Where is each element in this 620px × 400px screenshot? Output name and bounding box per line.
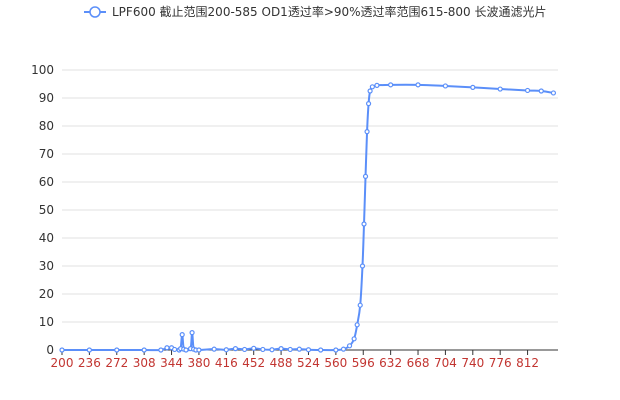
- series-point[interactable]: [141, 347, 147, 353]
- x-tick-label: 560: [324, 356, 347, 370]
- series-point[interactable]: [251, 345, 257, 351]
- series-point[interactable]: [333, 347, 339, 353]
- series-point[interactable]: [538, 88, 544, 94]
- series-line[interactable]: [62, 83, 554, 352]
- series-point[interactable]: [359, 263, 366, 269]
- series-point[interactable]: [354, 322, 360, 328]
- series-point[interactable]: [86, 347, 92, 353]
- series-point[interactable]: [340, 346, 347, 352]
- series-point[interactable]: [158, 347, 164, 353]
- x-tick-label: 236: [78, 356, 101, 370]
- x-tick-label: 596: [352, 356, 375, 370]
- series-point[interactable]: [415, 82, 421, 88]
- series-point[interactable]: [287, 346, 293, 353]
- series-point[interactable]: [196, 347, 202, 353]
- series-point[interactable]: [296, 346, 302, 352]
- series-point[interactable]: [374, 82, 380, 89]
- x-tick-label: 452: [242, 356, 265, 370]
- series-point[interactable]: [318, 347, 324, 353]
- x-tick-label: 344: [160, 356, 183, 370]
- y-tick-label: 10: [39, 315, 54, 329]
- series-point[interactable]: [550, 90, 557, 96]
- y-tick-label: 80: [39, 119, 54, 133]
- series-point[interactable]: [361, 221, 367, 227]
- x-tick-label: 812: [516, 356, 539, 370]
- series-point[interactable]: [305, 347, 312, 353]
- series-point[interactable]: [211, 346, 217, 352]
- x-tick-label: 380: [187, 356, 210, 370]
- series-point[interactable]: [351, 336, 357, 342]
- series-point[interactable]: [369, 84, 375, 90]
- series-point[interactable]: [59, 347, 65, 353]
- y-tick-label: 40: [39, 231, 54, 245]
- grid-layer: [62, 69, 558, 351]
- x-tick-label: 488: [270, 356, 293, 370]
- series-layer: [59, 82, 557, 353]
- series-point[interactable]: [183, 347, 189, 353]
- series-point[interactable]: [388, 82, 394, 88]
- series-point[interactable]: [365, 100, 372, 107]
- series-point[interactable]: [260, 346, 266, 353]
- series-point[interactable]: [171, 346, 178, 353]
- y-tick-label: 100: [31, 63, 54, 77]
- x-tick-label: 416: [215, 356, 238, 370]
- series-point[interactable]: [524, 87, 531, 94]
- y-tick-label: 90: [39, 91, 54, 105]
- series-point[interactable]: [470, 84, 476, 90]
- x-tick-label: 704: [434, 356, 457, 370]
- series-point[interactable]: [114, 347, 120, 353]
- series-point[interactable]: [189, 330, 195, 336]
- x-tick-label: 740: [461, 356, 484, 370]
- y-tick-label: 20: [39, 287, 54, 301]
- x-tick-label: 272: [105, 356, 128, 370]
- x-tick-label: 524: [297, 356, 320, 370]
- series-point[interactable]: [367, 88, 373, 94]
- y-tick-label: 60: [39, 175, 54, 189]
- series-point[interactable]: [179, 332, 185, 338]
- series-point[interactable]: [497, 86, 503, 92]
- x-tick-label: 308: [133, 356, 156, 370]
- series-point[interactable]: [362, 173, 369, 179]
- y-tick-label: 50: [39, 203, 54, 217]
- x-tick-label: 776: [489, 356, 512, 370]
- axes-layer: 0 10 20 30 40 50 60 70 80 90 100 200 236 272 308 344 380…: [31, 63, 558, 370]
- series-point[interactable]: [278, 346, 284, 352]
- y-tick-label: 70: [39, 147, 54, 161]
- series-point[interactable]: [223, 347, 229, 353]
- legend-marker-icon: [89, 6, 101, 18]
- x-tick-label: 200: [51, 356, 74, 370]
- x-tick-label: 632: [379, 356, 402, 370]
- series-point[interactable]: [241, 346, 248, 353]
- series-point[interactable]: [232, 346, 239, 352]
- y-tick-label: 30: [39, 259, 54, 273]
- y-tick-label: 0: [46, 343, 54, 357]
- series-point[interactable]: [346, 343, 353, 349]
- series-point[interactable]: [357, 302, 363, 308]
- series-point[interactable]: [164, 345, 170, 351]
- x-tick-label: 668: [407, 356, 430, 370]
- series-point[interactable]: [442, 83, 449, 89]
- legend[interactable]: LPF600 截止范围200-585 OD1透过率>90%透过率范围615-80…: [84, 4, 547, 19]
- legend-label: LPF600 截止范围200-585 OD1透过率>90%透过率范围615-80…: [112, 4, 547, 19]
- series-point[interactable]: [269, 347, 275, 353]
- series-point[interactable]: [364, 129, 370, 135]
